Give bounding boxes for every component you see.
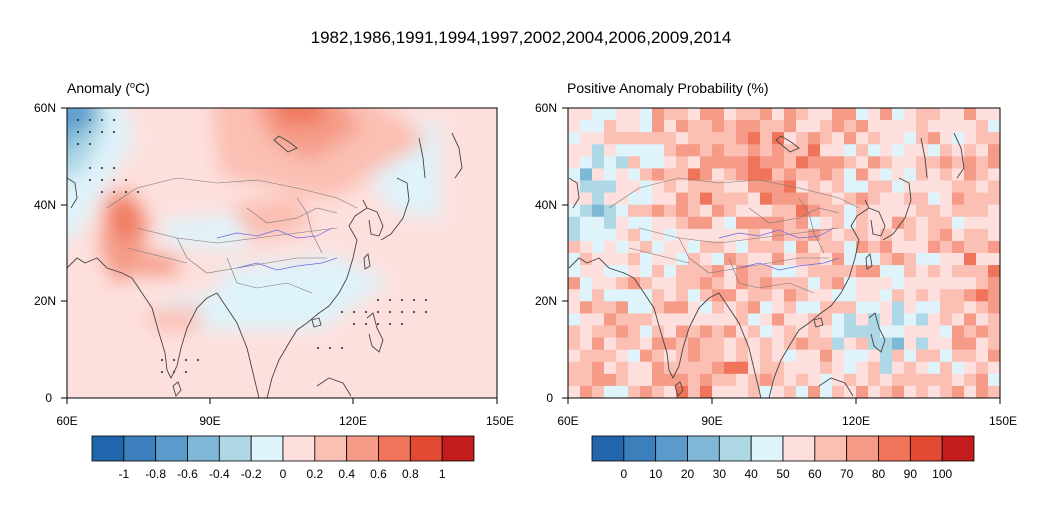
anomaly-colorbar-swatch <box>250 435 284 462</box>
probability-colorbar-swatch <box>814 435 848 462</box>
probability-colorbar-label: 40 <box>744 467 758 481</box>
anomaly-colorbar-label: 0 <box>280 467 287 481</box>
probability-x-tick: 120E <box>842 414 870 428</box>
anomaly-y-tick: 20N <box>34 294 56 308</box>
probability-colorbar-swatch <box>878 435 911 462</box>
probability-colorbar-swatch <box>909 435 943 462</box>
probability-colorbar-swatch <box>718 435 752 462</box>
anomaly-panel-title: Anomaly (oC) <box>67 80 150 96</box>
anomaly-colorbar-label: -0.2 <box>241 467 262 481</box>
anomaly-panel: Anomaly (oC) <box>34 80 514 481</box>
probability-map-field <box>568 108 1000 398</box>
anomaly-colorbar-swatch <box>155 435 188 462</box>
anomaly-colorbar-swatch <box>378 435 411 462</box>
probability-y-tick: 0 <box>546 391 553 405</box>
probability-colorbar-label: 70 <box>840 467 854 481</box>
probability-panel: Positive Anomaly Probability (%) 60E 90E… <box>535 80 1017 481</box>
probability-colorbar-swatch <box>687 435 720 462</box>
probability-colorbar-swatch <box>591 435 625 462</box>
anomaly-colorbar-label: -0.4 <box>209 467 230 481</box>
anomaly-title-unit: C) <box>135 80 150 96</box>
anomaly-x-tick: 60E <box>56 414 77 428</box>
anomaly-colorbar-swatch <box>441 435 475 462</box>
probability-y-tick: 60N <box>535 101 557 115</box>
probability-panel-title: Positive Anomaly Probability (%) <box>567 80 769 96</box>
anomaly-colorbar-label: 0.6 <box>370 467 387 481</box>
anomaly-colorbar-label: 1 <box>439 467 446 481</box>
probability-x-tick: 150E <box>989 414 1017 428</box>
probability-colorbar-swatch <box>782 435 816 462</box>
probability-colorbar-label: 80 <box>872 467 886 481</box>
probability-y-tick: 20N <box>535 294 557 308</box>
anomaly-title-sup: o <box>130 80 135 90</box>
anomaly-colorbar-swatch <box>187 435 220 462</box>
anomaly-x-tick: 90E <box>199 414 220 428</box>
anomaly-colorbar-label: 0.8 <box>402 467 419 481</box>
probability-colorbar-label: 60 <box>808 467 822 481</box>
probability-colorbar-label: 20 <box>681 467 695 481</box>
anomaly-colorbar-label: 0.4 <box>338 467 355 481</box>
anomaly-x-tick: 150E <box>486 414 514 428</box>
anomaly-y-tick: 60N <box>34 101 56 115</box>
probability-colorbar-label: 50 <box>776 467 790 481</box>
figure-title: 1982,1986,1991,1994,1997,2002,2004,2006,… <box>311 28 732 47</box>
anomaly-y-tick: 40N <box>34 198 56 212</box>
anomaly-x-tick: 120E <box>339 414 367 428</box>
anomaly-colorbar-label: -1 <box>118 467 129 481</box>
anomaly-map-frame <box>66 107 498 399</box>
anomaly-colorbar-swatch <box>91 435 125 462</box>
probability-colorbar-swatch <box>846 435 879 462</box>
probability-colorbar-swatch <box>655 435 688 462</box>
anomaly-colorbar-swatch <box>314 435 348 462</box>
anomaly-map-field <box>67 108 497 398</box>
probability-map-frame <box>567 107 1001 399</box>
anomaly-colorbar-swatch <box>282 435 316 462</box>
probability-colorbar-label: 90 <box>904 467 918 481</box>
probability-x-tick: 60E <box>557 414 578 428</box>
probability-colorbar: 0 10 20 30 40 50 60 70 80 90 100 <box>591 435 975 481</box>
probability-colorbar-swatch <box>623 435 657 462</box>
anomaly-colorbar-label: -0.8 <box>145 467 166 481</box>
probability-colorbar-swatch <box>941 435 975 462</box>
anomaly-y-tick: 0 <box>45 391 52 405</box>
anomaly-colorbar-label: -0.6 <box>177 467 198 481</box>
anomaly-colorbar-swatch <box>123 435 157 462</box>
probability-colorbar-label: 30 <box>713 467 727 481</box>
probability-colorbar-label: 0 <box>620 467 627 481</box>
anomaly-title-text: Anomaly ( <box>67 80 130 96</box>
probability-colorbar-label: 100 <box>932 467 952 481</box>
probability-colorbar-label: 10 <box>649 467 663 481</box>
probability-colorbar-swatch <box>750 435 784 462</box>
anomaly-ticks <box>61 107 498 404</box>
anomaly-colorbar: -1 -0.8 -0.6 -0.4 -0.2 0 0.2 0.4 0.6 0.8 1 <box>91 435 475 481</box>
probability-y-tick: 40N <box>535 198 557 212</box>
probability-cells <box>568 108 1000 398</box>
anomaly-colorbar-swatch <box>218 435 252 462</box>
probability-ticks <box>562 107 1001 404</box>
anomaly-colorbar-label: 0.2 <box>306 467 323 481</box>
anomaly-colorbar-swatch <box>409 435 443 462</box>
probability-x-tick: 90E <box>701 414 722 428</box>
anomaly-colorbar-swatch <box>346 435 379 462</box>
